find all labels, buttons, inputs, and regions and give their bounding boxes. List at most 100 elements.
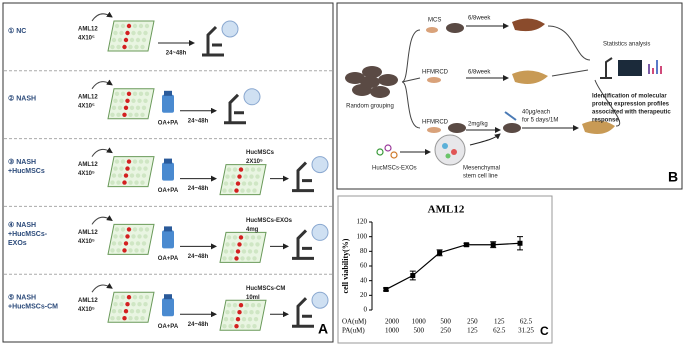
well [114, 159, 120, 164]
well [253, 249, 259, 254]
random-grouping: Random grouping [346, 104, 394, 110]
well [117, 241, 123, 246]
well [143, 98, 148, 104]
duration: 24~48h [166, 51, 187, 57]
well [132, 295, 138, 300]
row-label: +HucMSCs- [8, 231, 48, 238]
seed-arrow [91, 79, 113, 90]
connector [547, 25, 621, 127]
row-label: +HucMSCs [8, 168, 45, 175]
y-axis-label: cell viability(%) [341, 238, 350, 293]
x-tick-label: 250 [467, 318, 478, 326]
well [116, 44, 121, 50]
well [247, 249, 253, 254]
well [111, 37, 117, 43]
well [129, 105, 135, 111]
product: HucMSCs-CM [246, 286, 285, 292]
cell-line: stem cell line [463, 174, 498, 180]
well [141, 241, 147, 246]
well [140, 316, 145, 321]
well [122, 316, 127, 321]
bottle-cap [164, 90, 172, 96]
well [250, 167, 256, 172]
well [122, 180, 127, 185]
y-tick-label: 20 [360, 291, 368, 299]
seed-arrow [91, 11, 113, 22]
well [114, 23, 120, 29]
well [131, 234, 136, 239]
well-plate [107, 156, 155, 188]
well [126, 91, 132, 97]
well [129, 241, 135, 246]
well [135, 105, 141, 111]
well [144, 295, 150, 300]
treatment: OA+PA [158, 188, 179, 194]
panel-b: Random grouping MCS 6/8week HFMRCD 6/8we… [345, 16, 678, 185]
row-label: +HucMSCs-CM [8, 304, 58, 311]
dish [434, 134, 466, 166]
well [125, 166, 130, 171]
mouse-group [345, 66, 398, 98]
well [237, 242, 242, 247]
chow [427, 77, 441, 83]
well [144, 159, 150, 164]
well [125, 98, 130, 104]
exosomes [376, 144, 398, 159]
cell-name: AML12 [78, 162, 98, 168]
well [250, 235, 256, 240]
duration: 6/8week [468, 70, 491, 76]
well [113, 234, 118, 239]
duration: 24~48h [188, 118, 209, 124]
x-row-label: OA(uM) [342, 318, 367, 326]
well [141, 173, 147, 178]
well [144, 23, 150, 29]
well [116, 248, 121, 253]
plate-body [107, 291, 155, 323]
duration: 24~48h [188, 254, 209, 260]
well-plate [219, 231, 267, 263]
cell-count: 4X10⁵ [78, 171, 95, 177]
row-label: ④ NASH [8, 221, 36, 229]
well [137, 302, 142, 307]
cell-name: AML12 [78, 27, 98, 33]
well [128, 44, 133, 50]
well-plate [107, 291, 155, 323]
well [229, 249, 235, 254]
group-label: MCS [428, 18, 441, 24]
well [241, 181, 247, 186]
well [140, 44, 145, 50]
well [119, 98, 124, 104]
well [138, 23, 144, 29]
well [132, 23, 138, 29]
well [129, 173, 135, 178]
well [246, 256, 251, 261]
x-tick-label: 62.5 [493, 327, 506, 335]
well [226, 303, 232, 308]
identification: associated with therapeutic [592, 110, 671, 116]
chow [426, 27, 438, 33]
panel-letter: C [540, 324, 549, 338]
well [111, 241, 117, 246]
well [225, 242, 230, 247]
bottle-cap [164, 226, 172, 232]
well [126, 227, 132, 232]
well [137, 166, 142, 171]
y-tick-label: 80 [360, 247, 368, 255]
well [134, 112, 139, 118]
well [122, 44, 127, 50]
well [255, 310, 260, 315]
well [113, 166, 118, 171]
well [126, 23, 132, 29]
well [114, 295, 120, 300]
mouse [446, 23, 464, 33]
well [241, 249, 247, 254]
well [129, 37, 135, 43]
y-tick-label: 40 [360, 276, 368, 284]
well [113, 98, 118, 104]
bottle [162, 298, 174, 317]
well [235, 249, 241, 254]
well [222, 256, 227, 261]
seed-arrow [91, 147, 113, 157]
y-tick-label: 0 [364, 306, 368, 314]
plate-body [219, 299, 267, 331]
